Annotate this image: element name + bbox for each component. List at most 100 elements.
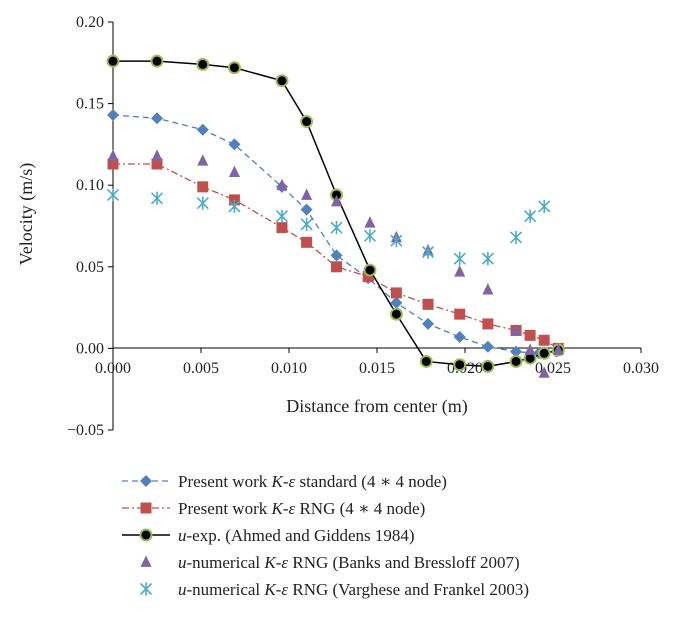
- data-point: [390, 234, 403, 248]
- legend-item: Present work K-ε RNG (4 ∗ 4 node): [122, 499, 425, 518]
- data-point: [422, 317, 435, 330]
- data-point: [509, 354, 523, 368]
- data-point: [275, 74, 289, 88]
- legend: Present work K-ε standard (4 ∗ 4 node) Pr…: [122, 472, 529, 599]
- data-point: [196, 196, 209, 210]
- data-point: [422, 298, 434, 310]
- data-point: [510, 345, 523, 358]
- data-point: [140, 555, 152, 567]
- y-tick-label: 0.00: [76, 340, 104, 357]
- data-point: [454, 308, 466, 320]
- data-point: [301, 236, 313, 248]
- x-tick-label: 0.030: [623, 360, 659, 377]
- data-point: [301, 188, 313, 200]
- data-point: [227, 61, 241, 75]
- data-point: [538, 366, 550, 378]
- data-point: [389, 307, 403, 321]
- y-tick-label: 0.20: [76, 14, 104, 31]
- data-point: [276, 222, 288, 234]
- y-tick-label: 0.10: [76, 177, 104, 194]
- legend-label: u-numerical K-ε RNG (Banks and Bressloff…: [178, 553, 520, 572]
- data-point: [107, 158, 119, 170]
- y-axis-ticks: 0.20 0.15 0.10 0.05 0.00 −0.05: [67, 14, 113, 439]
- legend-label: u-exp. (Ahmed and Giddens 1984): [178, 526, 415, 545]
- data-point: [419, 354, 433, 368]
- plot-area: 0.20 0.15 0.10 0.05 0.00 −0.05 0.000 0.005 0.01…: [67, 14, 659, 439]
- y-axis-title: Velocity (m/s): [16, 163, 37, 265]
- x-axis-title: Distance from center (m): [286, 396, 467, 417]
- data-point: [390, 296, 403, 309]
- data-point: [300, 203, 313, 216]
- y-tick-label: −0.05: [67, 422, 104, 439]
- data-point: [140, 475, 152, 487]
- x-tick-label: 0.015: [359, 360, 395, 377]
- data-point: [228, 199, 241, 214]
- data-point: [228, 165, 240, 178]
- y-tick-label: 0.05: [76, 259, 104, 276]
- data-point: [331, 261, 343, 273]
- x-tick-label: 0.000: [95, 360, 131, 377]
- data-point: [362, 271, 374, 283]
- data-point: [106, 188, 120, 202]
- data-point: [552, 343, 564, 355]
- series-line: [113, 163, 559, 349]
- data-point: [139, 528, 153, 542]
- data-point: [107, 109, 119, 122]
- data-point: [106, 54, 120, 68]
- data-point: [481, 340, 494, 353]
- data-point: [454, 265, 466, 277]
- legend-label: Present work K-ε RNG (4 ∗ 4 node): [178, 499, 425, 518]
- x-tick-label: 0.010: [271, 360, 307, 377]
- series-2: [106, 54, 565, 373]
- data-point: [453, 330, 466, 343]
- data-point: [276, 178, 288, 191]
- data-point: [151, 149, 163, 161]
- series-line: [113, 60, 559, 368]
- data-point: [421, 245, 435, 259]
- legend-label: u-numerical K-ε RNG (Varghese and Franke…: [178, 580, 529, 599]
- data-point: [151, 112, 163, 125]
- data-point: [363, 229, 377, 243]
- data-point: [150, 54, 164, 68]
- data-point: [537, 346, 551, 360]
- data-point: [330, 195, 343, 207]
- y-tick-label: 0.15: [76, 96, 104, 113]
- data-point: [300, 217, 313, 231]
- data-point: [510, 323, 522, 336]
- data-point: [363, 263, 377, 277]
- data-point: [453, 358, 467, 372]
- data-point: [300, 115, 314, 129]
- legend-item: u-numerical K-ε RNG (Banks and Bressloff…: [140, 553, 520, 572]
- data-point: [453, 252, 466, 266]
- series-0: [107, 109, 563, 360]
- legend-item: u-exp. (Ahmed and Giddens 1984): [122, 526, 415, 545]
- legend-item: Present work K-ε standard (4 ∗ 4 node): [122, 472, 447, 491]
- data-point: [197, 154, 209, 166]
- data-point: [275, 209, 289, 223]
- data-point: [364, 216, 376, 228]
- data-point: [524, 343, 536, 355]
- data-point: [538, 199, 551, 214]
- data-point: [107, 149, 119, 161]
- data-point: [481, 252, 494, 266]
- legend-label: Present work K-ε standard (4 ∗ 4 node): [178, 472, 447, 491]
- data-point: [228, 138, 241, 151]
- data-point: [509, 230, 523, 245]
- data-point: [150, 191, 164, 205]
- data-point: [196, 123, 209, 136]
- data-point: [390, 287, 402, 299]
- data-point: [330, 249, 343, 262]
- legend-item: u-numerical K-ε RNG (Varghese and Franke…: [139, 580, 529, 599]
- series-3: [107, 149, 564, 378]
- data-point: [524, 329, 536, 341]
- data-point: [140, 502, 152, 514]
- series-4: [106, 188, 551, 266]
- series-line: [112, 114, 557, 354]
- data-point: [196, 57, 210, 71]
- data-point: [482, 318, 494, 330]
- data-point: [330, 221, 343, 235]
- data-point: [481, 359, 495, 373]
- data-point: [538, 334, 550, 346]
